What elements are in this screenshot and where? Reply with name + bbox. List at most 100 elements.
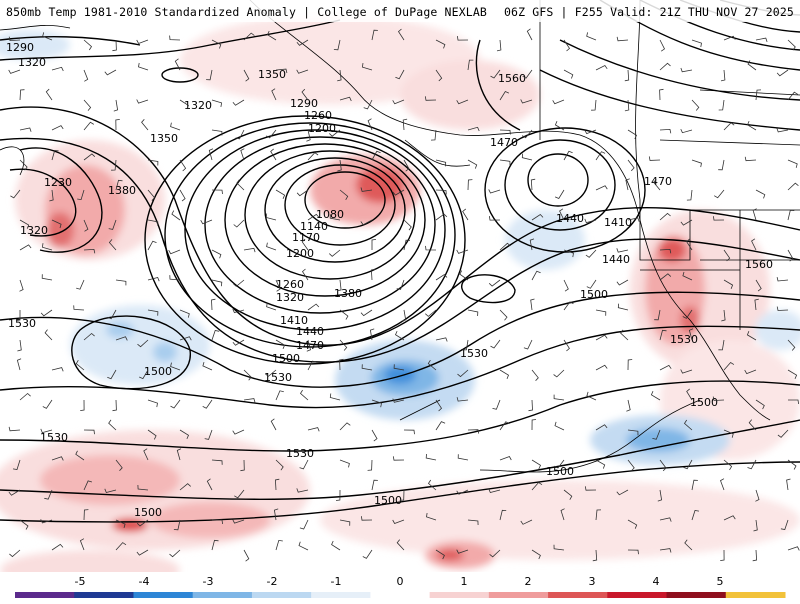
wind-barb [299, 459, 309, 470]
wind-barb [236, 179, 245, 191]
wind-barb [626, 399, 631, 412]
wind-barb [776, 277, 789, 282]
wind-barb [427, 359, 437, 371]
wind-barb [659, 517, 672, 522]
wind-barb [499, 90, 510, 101]
wind-barb [620, 329, 629, 341]
wind-barb [339, 309, 349, 320]
wind-barb [168, 249, 181, 255]
wind-barb [755, 489, 760, 502]
colorbar: -5 -4 -3 -2 -1 0 1 2 3 4 5 [0, 572, 800, 600]
wind-barb [723, 429, 734, 438]
wind-barb [363, 99, 373, 110]
wind-barb [339, 358, 344, 371]
contour-label: 1290 [290, 97, 318, 110]
wind-barb [456, 397, 469, 402]
wind-barb [723, 279, 734, 289]
wind-barb [8, 426, 21, 432]
wind-barb [584, 129, 597, 135]
wind-barb [425, 453, 437, 461]
wind-barb [19, 159, 28, 171]
wind-barb [456, 99, 469, 105]
wind-barb [720, 478, 725, 491]
wind-barb [520, 99, 533, 104]
wind-barb [435, 421, 446, 431]
wind-barb [399, 489, 405, 501]
contour-label: 1320 [20, 224, 48, 237]
wind-barb [361, 63, 373, 71]
contour-label: 1290 [6, 41, 34, 54]
wind-barb [83, 509, 89, 521]
contour-label: 1470 [296, 339, 324, 352]
wind-barb [115, 119, 120, 131]
wind-barb [136, 99, 149, 104]
wind-barb [777, 429, 789, 438]
wind-barb [51, 219, 62, 229]
wind-barb [435, 213, 448, 221]
wind-barb [595, 64, 608, 71]
wind-barb [83, 121, 95, 131]
contour-label: 1140 [300, 220, 328, 233]
wind-barb [360, 309, 373, 317]
wind-barb [76, 279, 85, 290]
wind-barb [170, 399, 181, 409]
wind-barb [112, 39, 117, 52]
contour-label: 1500 [272, 352, 300, 365]
wind-barb [147, 399, 158, 408]
wind-barb [659, 548, 672, 553]
contour-label: 1530 [670, 333, 698, 346]
wind-barb [339, 519, 351, 526]
wind-barb [211, 39, 222, 49]
wind-barb [616, 36, 629, 42]
wind-barb [147, 240, 157, 251]
wind-barb [19, 127, 32, 132]
wind-barb [79, 538, 85, 551]
wind-barb [425, 309, 437, 317]
wind-barb [212, 519, 223, 525]
wind-barb [488, 488, 501, 493]
wind-barb [563, 150, 573, 161]
wind-barb [107, 309, 117, 320]
wind-barb [456, 489, 469, 495]
colorbar-swatch [133, 592, 194, 598]
wind-barb [424, 96, 437, 101]
wind-barb [648, 156, 661, 161]
wind-barb [138, 62, 149, 71]
wind-barb [682, 271, 693, 281]
wind-barb [169, 549, 181, 558]
wind-barb [686, 388, 693, 401]
wind-barb [42, 32, 53, 41]
wind-barb [12, 459, 21, 470]
wind-barb [10, 189, 21, 199]
wind-barb [435, 159, 447, 167]
wind-barb [787, 339, 796, 351]
wind-barb [273, 508, 279, 521]
colorbar-tick-label: -3 [203, 575, 214, 588]
wind-barb [44, 489, 53, 500]
wind-barb [9, 549, 21, 558]
wind-barb [211, 249, 222, 259]
wind-barb [329, 393, 341, 401]
contour-label: 1440 [296, 325, 324, 338]
colorbar-swatch [311, 592, 371, 598]
wind-barb [522, 69, 533, 79]
wind-barb [788, 399, 799, 405]
wind-barb [19, 392, 31, 401]
colorbar-swatch [548, 592, 608, 598]
wind-barb [115, 279, 127, 286]
wind-barb [488, 279, 501, 287]
colorbar-tick-label: -4 [139, 575, 150, 588]
wind-barb [301, 268, 309, 281]
contour-label: 1260 [304, 109, 332, 122]
wind-barb [270, 148, 277, 161]
wind-barb [462, 208, 469, 221]
wind-barb [723, 249, 731, 262]
wind-barb [42, 399, 53, 409]
contour-label: 1320 [184, 99, 212, 112]
wind-barb [83, 69, 89, 82]
wind-barb [369, 328, 375, 341]
wind-barb [627, 459, 635, 472]
wind-barb [554, 459, 565, 469]
wind-barb [627, 429, 639, 436]
